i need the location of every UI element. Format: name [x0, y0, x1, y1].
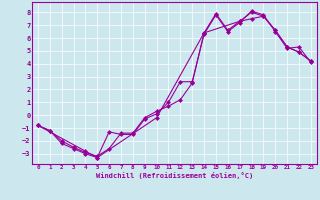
X-axis label: Windchill (Refroidissement éolien,°C): Windchill (Refroidissement éolien,°C): [96, 172, 253, 179]
